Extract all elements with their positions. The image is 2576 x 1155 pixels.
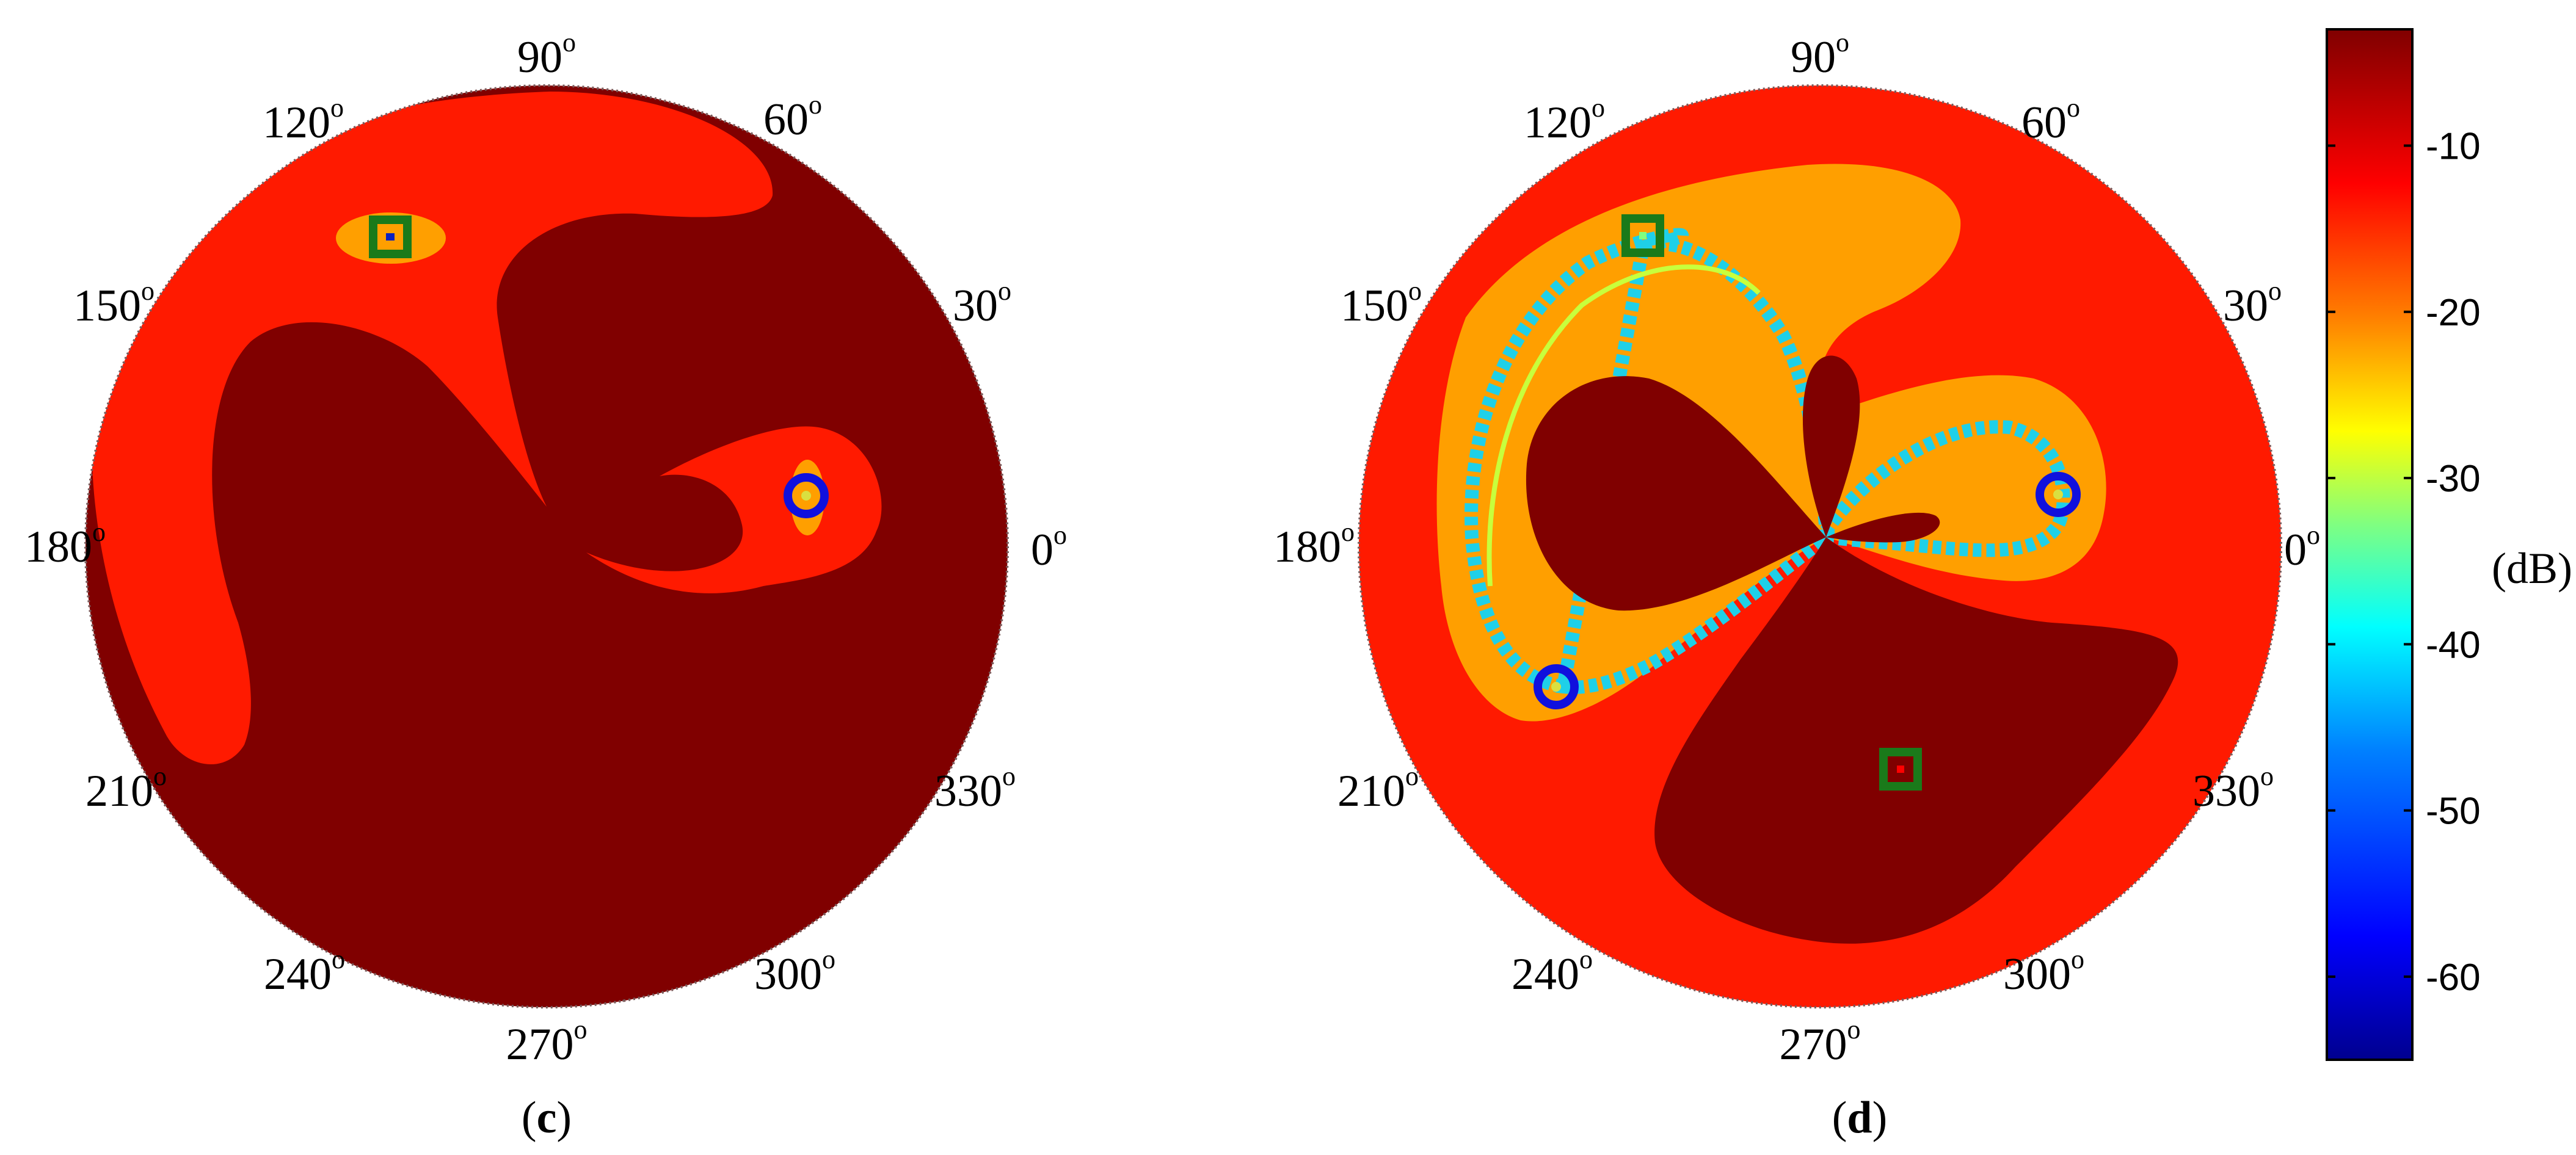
panel-c-angle-60: 60o xyxy=(763,90,822,145)
panel-d-label: (d) xyxy=(1832,1093,1887,1143)
panel-d-circle-marker-right xyxy=(2036,472,2081,517)
panel-c-angle-210: 210o xyxy=(86,761,167,816)
panel-c-boundary xyxy=(84,84,1009,1008)
panel-d-left-lobe xyxy=(1526,376,1826,611)
panel-d-band-edge xyxy=(1486,264,1761,587)
colorbar-frame xyxy=(2326,28,2414,1061)
panel-d-boundary xyxy=(1358,84,2282,1008)
panel-d-upper-lobe xyxy=(1802,355,1860,537)
panel-d-right-small-lobe xyxy=(1826,512,1940,543)
panel-c-angle-180: 180o xyxy=(24,517,106,572)
panel-d-angle-labels: 0o 30o 60o 90o 120o 150o 180o 210o 240o … xyxy=(1273,27,2320,1070)
panel-d-angle-330: 330o xyxy=(2192,761,2274,816)
panel-c-square-marker xyxy=(369,215,412,258)
panel-c-angle-240: 240o xyxy=(264,944,345,999)
panel-c-angle-300: 300o xyxy=(754,944,835,999)
panel-c-angle-150: 150o xyxy=(73,276,155,331)
colorbar-tick-label: -30 xyxy=(2426,458,2481,500)
panel-d-angle-270: 270o xyxy=(1780,1015,1861,1070)
panel-d-square-marker-upper-center xyxy=(1639,232,1646,239)
colorbar-tick-label: -20 xyxy=(2426,292,2481,334)
panel-c-angle-30: 30o xyxy=(953,276,1011,331)
panel-d-angle-150: 150o xyxy=(1341,276,1422,331)
panel-d-angle-30: 30o xyxy=(2223,276,2282,331)
panel-d-pattern xyxy=(1359,85,2281,1007)
panel-c-square-marker-center xyxy=(386,233,395,241)
panel-d-square-marker-lower-center xyxy=(1897,766,1904,773)
panel-c-angle-0: 0o xyxy=(1031,520,1067,575)
panel-d: 0o 30o 60o 90o 120o 150o 180o 210o 240o … xyxy=(1273,27,2320,1143)
colorbar-tick-label: -50 xyxy=(2426,791,2481,833)
panel-d-square-marker-lower xyxy=(1879,748,1922,791)
panel-d-circle-marker-left xyxy=(1534,664,1579,709)
panel-c-angle-120: 120o xyxy=(263,93,344,148)
panel-c-label: (c) xyxy=(522,1093,572,1143)
panel-d-angle-210: 210o xyxy=(1337,761,1419,816)
panel-d-square-marker-upper xyxy=(1621,214,1664,257)
panel-c-angle-330: 330o xyxy=(934,761,1016,816)
panel-d-lower-lobe xyxy=(1654,537,2178,944)
panel-d-circle-marker-left-center xyxy=(1551,682,1561,692)
colorbar-tick-label: -60 xyxy=(2426,957,2481,999)
panel-c-angle-90: 90o xyxy=(517,27,576,82)
panel-d-angle-240: 240o xyxy=(1512,944,1593,999)
colorbar-ticks: -10 -20 -30 -40 -50 -60 xyxy=(2327,126,2481,999)
panel-c-upper-left-lobe xyxy=(92,92,773,765)
colorbar-tick-label: -10 xyxy=(2426,126,2481,168)
colorbar: -10 -20 -30 -40 -50 -60 (dB) xyxy=(2326,28,2572,1061)
colorbar-gradient xyxy=(2327,29,2412,1060)
colorbar-unit-label: (dB) xyxy=(2492,544,2572,593)
panel-d-angle-0: 0o xyxy=(2284,520,2320,575)
panel-d-angle-180: 180o xyxy=(1273,517,1355,572)
panel-c-angle-270: 270o xyxy=(506,1015,588,1070)
panel-d-circle-marker-right-center xyxy=(2053,490,2063,499)
panel-c-pattern xyxy=(86,85,1008,1007)
panel-d-angle-120: 120o xyxy=(1524,93,1605,148)
panel-c-circle-marker xyxy=(784,473,829,518)
panel-c-angle-labels: 0o 30o 60o 90o 120o 150o 180o 210o 240o … xyxy=(24,27,1067,1070)
panel-c: 0o 30o 60o 90o 120o 150o 180o 210o 240o … xyxy=(24,27,1067,1143)
panel-d-angle-300: 300o xyxy=(2003,944,2084,999)
panel-c-circle-marker-center xyxy=(801,491,811,501)
panel-d-angle-90: 90o xyxy=(1791,27,1849,82)
panel-d-angle-60: 60o xyxy=(2021,93,2080,148)
colorbar-tick-label: -40 xyxy=(2426,624,2481,666)
panel-d-null-ring xyxy=(1464,228,2070,694)
